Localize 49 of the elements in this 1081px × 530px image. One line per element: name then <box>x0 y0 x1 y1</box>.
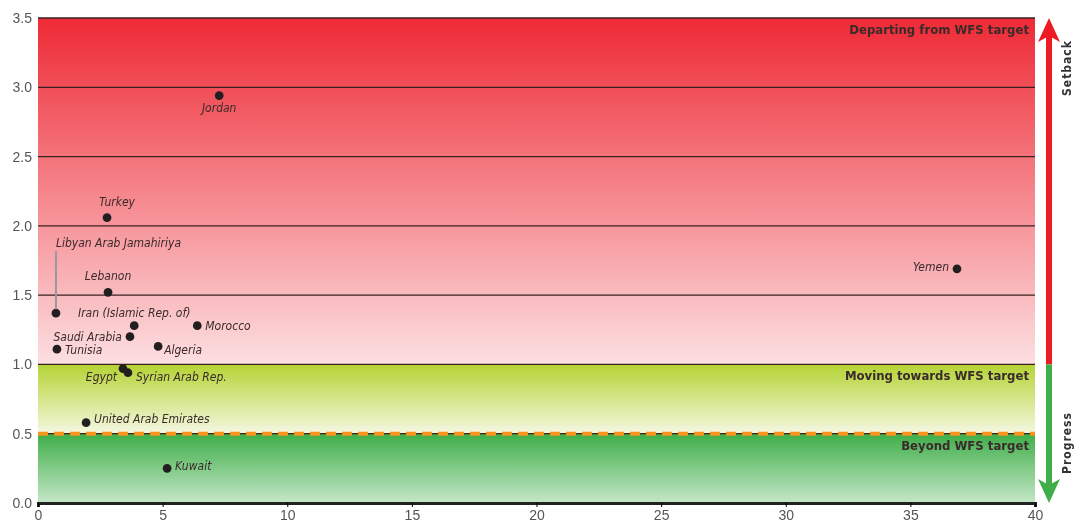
point <box>153 342 163 351</box>
series-label: Algeria <box>163 343 203 358</box>
point <box>192 321 202 330</box>
y-tick-label: 1.0 <box>12 356 33 373</box>
series-label: Morocco <box>205 318 252 333</box>
series-label: Yemen <box>913 259 950 274</box>
x-tick-label: 30 <box>778 506 795 523</box>
point <box>129 321 139 330</box>
series-label: Lebanon <box>84 269 132 284</box>
series-label: Turkey <box>99 194 136 209</box>
point <box>52 344 62 354</box>
text: Libyan Arab Jamahiriya <box>55 236 182 251</box>
x-tick-label: 15 <box>404 506 421 523</box>
point <box>214 91 224 100</box>
point <box>162 464 172 473</box>
point <box>81 418 91 427</box>
point <box>103 288 113 297</box>
x-tick-label: 25 <box>653 506 670 523</box>
text: Setback <box>1060 40 1074 96</box>
y-tick-label: 2.5 <box>12 148 33 165</box>
point <box>102 213 112 222</box>
x-tick-label: 0 <box>34 506 43 523</box>
series-label: Jordan <box>199 100 237 115</box>
band-label: Departing from WFS target <box>849 22 1030 37</box>
point <box>123 368 133 378</box>
text: Progress <box>1060 412 1074 474</box>
series-label: Syrian Arab Rep. <box>135 369 227 384</box>
x-tick-label: 40 <box>1027 506 1044 523</box>
band-label: Moving towards WFS target <box>844 368 1030 384</box>
band-label: Beyond WFS target <box>901 437 1030 453</box>
x-tick-label: 20 <box>529 506 545 523</box>
x-tick-label: 35 <box>903 506 919 523</box>
series-label: Kuwait <box>175 459 213 474</box>
point <box>51 308 61 318</box>
point <box>125 332 135 342</box>
series-label: Tunisia <box>64 343 103 358</box>
y-tick-label: 0.5 <box>12 425 33 442</box>
point <box>952 264 962 274</box>
series-label: United Arab Emirates <box>94 411 210 426</box>
series-label: Egypt <box>85 369 118 384</box>
x-tick-label: 10 <box>279 506 296 523</box>
y-tick-label: 3.0 <box>12 79 33 96</box>
x-tick-label: 5 <box>159 506 168 523</box>
y-tick-label: 3.5 <box>12 9 33 26</box>
y-tick-label: 1.5 <box>12 287 33 304</box>
y-tick-label: 2.0 <box>12 217 33 234</box>
series-label: Iran (Islamic Rep. of) <box>77 305 191 320</box>
series-label: Saudi Arabia <box>53 329 122 344</box>
y-tick-label: 0.0 <box>12 494 33 511</box>
